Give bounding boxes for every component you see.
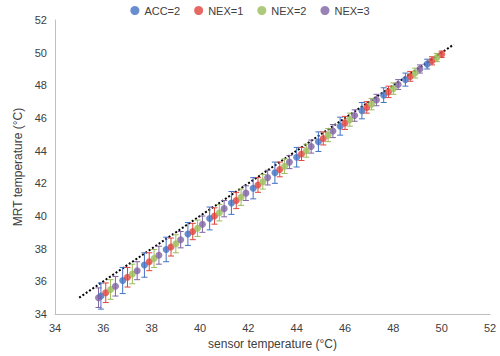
svg-text:46: 46: [339, 322, 351, 334]
svg-text:38: 38: [146, 322, 158, 334]
svg-text:NEX=2: NEX=2: [271, 5, 306, 17]
svg-text:ACC=2: ACC=2: [144, 5, 180, 17]
svg-text:36: 36: [97, 322, 109, 334]
svg-text:52: 52: [35, 14, 47, 26]
svg-text:34: 34: [49, 322, 61, 334]
svg-text:48: 48: [387, 322, 399, 334]
svg-text:NEX=3: NEX=3: [334, 5, 369, 17]
svg-text:50: 50: [436, 322, 448, 334]
svg-text:40: 40: [194, 322, 206, 334]
svg-text:44: 44: [35, 145, 47, 157]
svg-text:34: 34: [35, 308, 47, 320]
svg-text:38: 38: [35, 243, 47, 255]
svg-text:40: 40: [35, 210, 47, 222]
svg-text:44: 44: [291, 322, 303, 334]
svg-text:50: 50: [35, 47, 47, 59]
svg-text:NEX=1: NEX=1: [208, 5, 243, 17]
svg-text:36: 36: [35, 275, 47, 287]
svg-text:52: 52: [484, 322, 496, 334]
svg-text:46: 46: [35, 112, 47, 124]
svg-text:sensor temperature (°C): sensor temperature (°C): [208, 337, 337, 351]
svg-text:MRT temperature (°C): MRT temperature (°C): [11, 108, 25, 226]
svg-text:42: 42: [242, 322, 254, 334]
svg-text:48: 48: [35, 79, 47, 91]
svg-text:42: 42: [35, 177, 47, 189]
